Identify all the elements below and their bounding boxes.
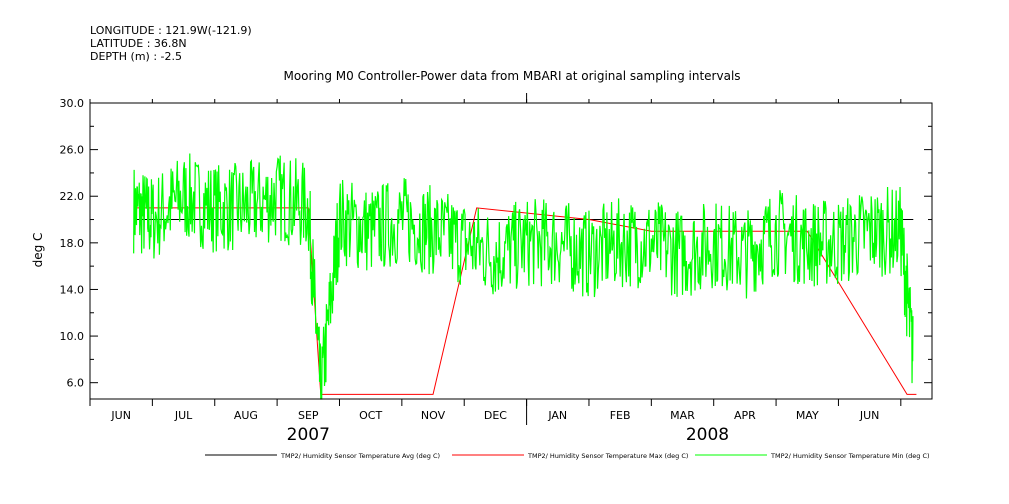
axes-layer: 6.0 10.0 14.0 18.0 22.0 26.0 30.0 JUN JUL AUG SEP O… — [60, 93, 933, 445]
x-month-label: APR — [734, 409, 756, 422]
x-month-label: MAY — [796, 409, 819, 422]
x-month-label: MAR — [670, 409, 695, 422]
legend-label: TMP2/ Humidity Sensor Temperature Avg (d… — [280, 452, 440, 460]
y-axis-label: deg C — [31, 233, 45, 268]
legend-label: TMP2/ Humidity Sensor Temperature Max (d… — [527, 452, 688, 460]
year-label: 2007 — [287, 425, 330, 445]
x-month-label: JUN — [859, 409, 880, 422]
y-tick-label: 6.0 — [67, 377, 85, 390]
x-month-label: DEC — [484, 409, 507, 422]
longitude-label: LONGITUDE : 121.9W(-121.9) — [90, 24, 252, 37]
y-tick-label: 10.0 — [60, 330, 85, 343]
legend: TMP2/ Humidity Sensor Temperature Avg (d… — [205, 452, 930, 460]
y-tick-label: 26.0 — [60, 144, 85, 157]
x-month-label: NOV — [421, 409, 446, 422]
y-tick-label: 22.0 — [60, 190, 85, 203]
series-layer — [133, 153, 917, 400]
y-tick-label: 14.0 — [60, 283, 85, 296]
latitude-label: LATITUDE : 36.8N — [90, 37, 187, 50]
legend-label: TMP2/ Humidity Sensor Temperature Min (d… — [770, 452, 930, 460]
x-month-label: JAN — [547, 409, 567, 422]
x-month-label: AUG — [234, 409, 258, 422]
year-label: 2008 — [686, 425, 729, 445]
plot-frame — [89, 102, 933, 400]
y-tick-label: 18.0 — [60, 237, 85, 250]
x-month-label: OCT — [359, 409, 382, 422]
x-month-label: JUN — [110, 409, 131, 422]
series-line-2 — [133, 153, 914, 400]
y-tick-label: 30.0 — [60, 97, 85, 110]
x-month-label: FEB — [610, 409, 631, 422]
x-month-label: JUL — [174, 409, 193, 422]
chart-title: Mooring M0 Controller-Power data from MB… — [283, 69, 740, 83]
depth-label: DEPTH (m) : -2.5 — [90, 50, 183, 63]
x-month-label: SEP — [298, 409, 319, 422]
